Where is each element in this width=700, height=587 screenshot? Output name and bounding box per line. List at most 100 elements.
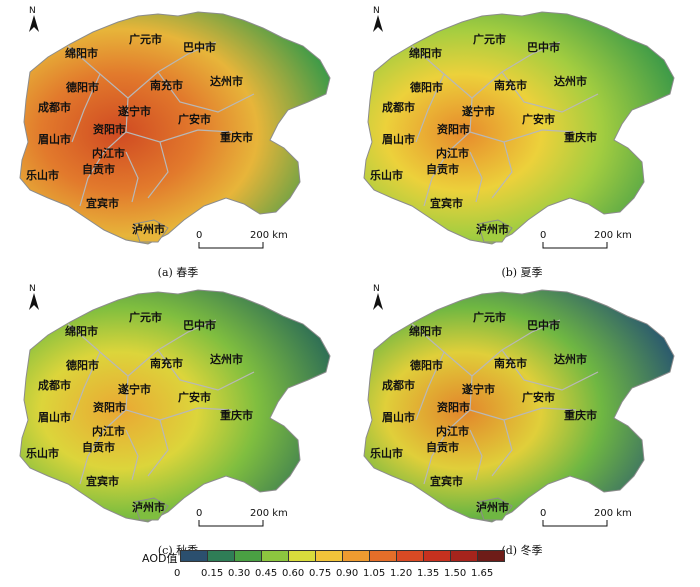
city-boundary bbox=[491, 141, 513, 199]
city-label: 泸州市 bbox=[132, 501, 165, 514]
city-label: 绵阳市 bbox=[409, 47, 442, 60]
legend-tick-label: 1.35 bbox=[417, 568, 440, 579]
city-label: 南充市 bbox=[150, 357, 183, 370]
city-boundary bbox=[71, 73, 101, 143]
panel-caption: (a) 春季 bbox=[157, 266, 199, 279]
city-label: 广安市 bbox=[522, 113, 555, 126]
city-label: 南充市 bbox=[150, 79, 183, 92]
city-label: 遂宁市 bbox=[462, 105, 495, 118]
city-boundary bbox=[147, 419, 169, 477]
panel-caption: (d) 冬季 bbox=[501, 544, 543, 557]
city-label: 德阳市 bbox=[410, 81, 443, 94]
city-label: 内江市 bbox=[92, 147, 125, 160]
aod-map bbox=[363, 289, 675, 523]
city-boundary bbox=[157, 71, 255, 113]
city-boundary bbox=[469, 151, 483, 203]
aod-map bbox=[363, 11, 675, 245]
city-boundary bbox=[127, 319, 217, 377]
scale-bar: 0 200 km bbox=[540, 230, 680, 250]
map-panel-winter: N 0 200 km (d) 冬季 广元市 巴中市 绵阳市 德阳市 南充市 达州市 成都市 遂… bbox=[352, 280, 692, 557]
legend-swatch bbox=[369, 550, 397, 562]
aod-map bbox=[19, 289, 331, 523]
city-boundary bbox=[79, 151, 105, 207]
map-panel-spring: N 0 200 km (a) 春季 广元市 巴中市 绵阳市 德阳市 南充市 达州市 成都市 遂… bbox=[8, 2, 348, 279]
legend-ticks: 0 0.15 0.30 0.45 0.60 0.75 0.90 1.05 1.20 1.35 1.5… bbox=[170, 568, 530, 582]
legend-tick-label: 1.20 bbox=[390, 568, 413, 579]
legend-swatch bbox=[180, 550, 208, 562]
city-boundary bbox=[501, 349, 599, 391]
city-label: 达州市 bbox=[554, 75, 587, 88]
city-boundary bbox=[125, 407, 233, 421]
map-panel-summer: N 0 200 km (b) 夏季 广元市 巴中市 绵阳市 德阳市 南充市 达州市 成都市 遂… bbox=[352, 2, 692, 279]
city-label: 广元市 bbox=[473, 33, 506, 46]
city-label: 资阳市 bbox=[93, 401, 126, 414]
city-label: 南充市 bbox=[494, 357, 527, 370]
city-label: 眉山市 bbox=[382, 133, 415, 146]
north-arrow-icon: N bbox=[26, 284, 42, 312]
city-label: 达州市 bbox=[210, 353, 243, 366]
city-label: 宜宾市 bbox=[430, 197, 463, 210]
city-label: 成都市 bbox=[38, 379, 71, 392]
legend-title: AOD值 bbox=[142, 552, 178, 565]
legend-swatch bbox=[234, 550, 262, 562]
city-boundary bbox=[423, 429, 449, 485]
city-label: 广元市 bbox=[129, 33, 162, 46]
city-label: 成都市 bbox=[382, 101, 415, 114]
city-label: 绵阳市 bbox=[409, 325, 442, 338]
scale-bar: 0 200 km bbox=[196, 508, 336, 528]
legend-tick-label: 0 bbox=[174, 568, 181, 579]
city-boundary bbox=[415, 73, 445, 143]
legend-swatch bbox=[477, 550, 505, 562]
aod-legend: AOD值 0 0.15 0.30 0.45 0.60 0.75 0.90 1.05 1.20 1.… bbox=[142, 548, 690, 584]
city-boundary bbox=[471, 41, 561, 99]
city-label: 内江市 bbox=[92, 425, 125, 438]
city-boundary bbox=[125, 429, 139, 481]
city-label: 广安市 bbox=[178, 113, 211, 126]
city-boundary bbox=[469, 407, 577, 421]
city-boundary bbox=[125, 129, 233, 143]
city-label: 南充市 bbox=[494, 79, 527, 92]
city-boundary bbox=[491, 419, 513, 477]
city-label: 乐山市 bbox=[370, 447, 403, 460]
city-label: 达州市 bbox=[210, 75, 243, 88]
legend-tick-label: 0.30 bbox=[228, 568, 251, 579]
city-label: 德阳市 bbox=[66, 359, 99, 372]
city-boundary bbox=[157, 349, 255, 391]
city-label: 宜宾市 bbox=[86, 197, 119, 210]
city-label: 遂宁市 bbox=[118, 383, 151, 396]
city-label: 重庆市 bbox=[220, 409, 253, 422]
city-label: 宜宾市 bbox=[86, 475, 119, 488]
city-boundary bbox=[469, 129, 577, 143]
legend-tick-label: 1.50 bbox=[444, 568, 467, 579]
north-arrow-icon: N bbox=[370, 284, 386, 312]
city-label: 广元市 bbox=[473, 311, 506, 324]
legend-tick-label: 0.75 bbox=[309, 568, 332, 579]
city-label: 绵阳市 bbox=[65, 325, 98, 338]
city-label: 德阳市 bbox=[410, 359, 443, 372]
city-label: 自贡市 bbox=[82, 163, 115, 176]
city-label: 遂宁市 bbox=[118, 105, 151, 118]
city-label: 成都市 bbox=[382, 379, 415, 392]
legend-swatch bbox=[261, 550, 289, 562]
city-label: 自贡市 bbox=[82, 441, 115, 454]
legend-tick-label: 0.90 bbox=[336, 568, 359, 579]
city-label: 巴中市 bbox=[527, 319, 560, 332]
city-boundary bbox=[79, 429, 105, 485]
region-fragment bbox=[477, 219, 513, 243]
city-boundary bbox=[127, 41, 217, 99]
legend-swatch bbox=[207, 550, 235, 562]
city-label: 巴中市 bbox=[527, 41, 560, 54]
legend-tick-label: 0.60 bbox=[282, 568, 305, 579]
city-label: 成都市 bbox=[38, 101, 71, 114]
legend-tick-label: 0.45 bbox=[255, 568, 278, 579]
city-boundary bbox=[423, 151, 449, 207]
legend-tick-label: 1.05 bbox=[363, 568, 386, 579]
legend-swatch bbox=[396, 550, 424, 562]
region-shape bbox=[19, 11, 331, 245]
legend-tick-label: 1.65 bbox=[471, 568, 494, 579]
city-label: 泸州市 bbox=[476, 501, 509, 514]
city-label: 重庆市 bbox=[220, 131, 253, 144]
city-label: 广元市 bbox=[129, 311, 162, 324]
city-label: 达州市 bbox=[554, 353, 587, 366]
city-label: 德阳市 bbox=[66, 81, 99, 94]
